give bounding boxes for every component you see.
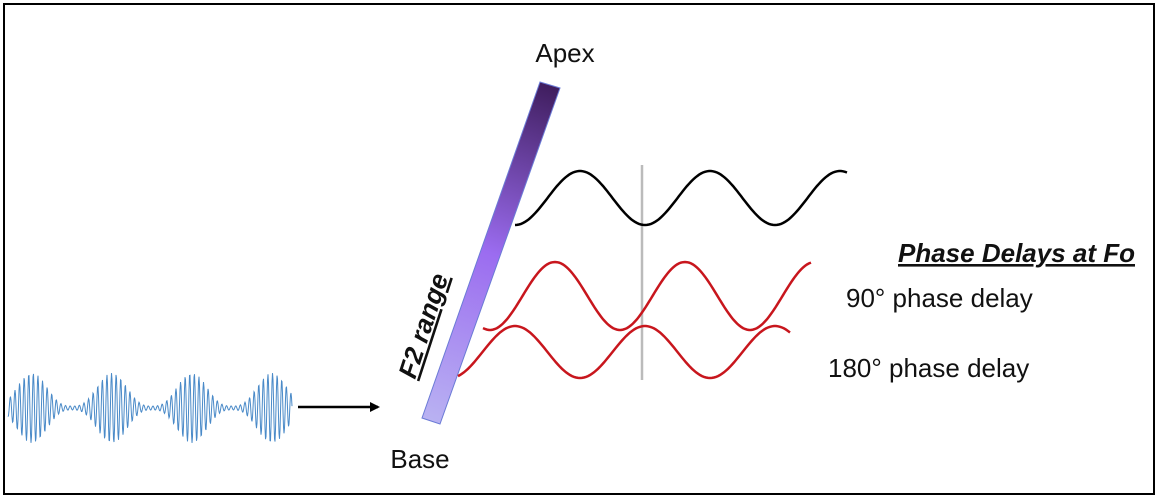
base-label: Base [390,444,449,474]
legend-title: Phase Delays at Fo [898,238,1135,268]
delayed-wave-90 [482,260,812,332]
input-signal [7,373,293,443]
frame [3,3,1155,495]
legend-item: 90° phase delay [846,283,1033,313]
apex-label: Apex [535,38,594,68]
basilar-membrane [421,81,561,425]
delayed-wave-180 [457,324,791,380]
legend-item: 180° phase delay [828,353,1029,383]
reference-wave [514,169,848,227]
